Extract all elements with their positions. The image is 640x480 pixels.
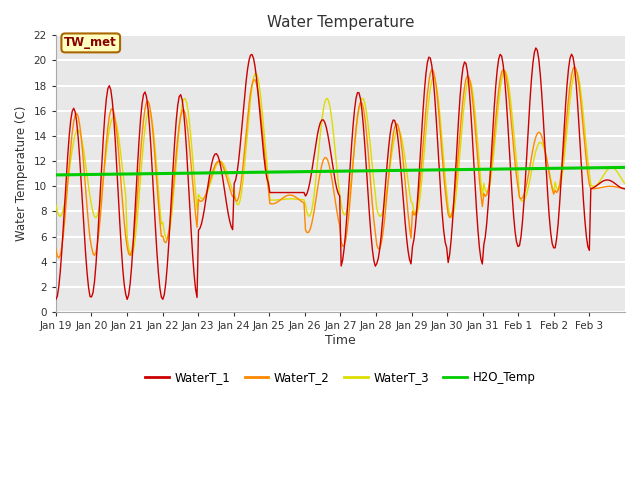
Title: Water Temperature: Water Temperature bbox=[267, 15, 414, 30]
Legend: WaterT_1, WaterT_2, WaterT_3, H2O_Temp: WaterT_1, WaterT_2, WaterT_3, H2O_Temp bbox=[140, 367, 540, 389]
Y-axis label: Water Temperature (C): Water Temperature (C) bbox=[15, 106, 28, 241]
Text: TW_met: TW_met bbox=[65, 36, 117, 49]
X-axis label: Time: Time bbox=[325, 334, 356, 347]
